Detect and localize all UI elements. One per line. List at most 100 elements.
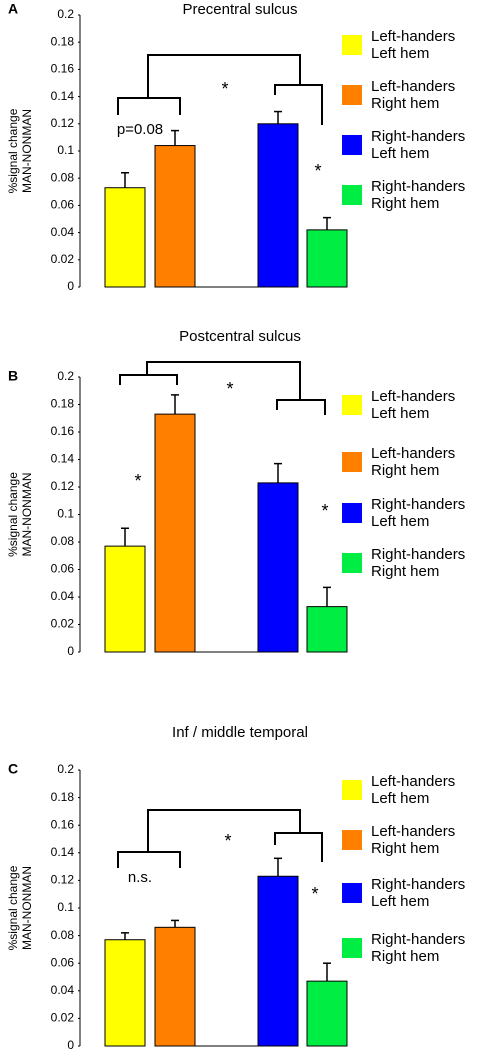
legend-swatch [342, 452, 362, 472]
bar [154, 145, 196, 288]
legend-label: Right-handers Right hem [371, 178, 466, 212]
legend-swatch [342, 85, 362, 105]
y-tick-label: 0.1 [57, 143, 74, 157]
y-tick-label: 0 [67, 279, 74, 293]
y-tick-label: 0.2 [57, 762, 74, 776]
bar [257, 123, 299, 288]
panel-label: C [8, 761, 18, 777]
bracket [274, 84, 323, 125]
bar [104, 545, 146, 653]
legend-label: Right-handers Left hem [371, 496, 466, 530]
legend-label: Left-handers Left hem [371, 388, 456, 422]
legend-swatch [342, 503, 362, 523]
legend-swatch [342, 830, 362, 850]
y-axis-label: MAN-NONMAN [20, 109, 34, 193]
y-axis-label: MAN-NONMAN [20, 473, 34, 557]
annotation: * [311, 884, 318, 904]
y-tick-label: 0.08 [51, 534, 75, 548]
bracket [146, 361, 301, 400]
legend-swatch [342, 553, 362, 573]
legend-label: Right-handers Right hem [371, 931, 466, 965]
bracket [117, 97, 181, 115]
legend-swatch [342, 780, 362, 800]
legend-label: Left-handers Left hem [371, 28, 456, 62]
bar [306, 229, 348, 288]
annotation: n.s. [128, 869, 152, 886]
y-tick-label: 0.14 [51, 845, 75, 859]
bracket [147, 809, 301, 852]
y-tick-label: 0.12 [51, 479, 75, 493]
bracket [276, 399, 326, 415]
y-tick-label: 0.2 [57, 7, 74, 21]
y-tick-label: 0.14 [51, 89, 75, 103]
y-tick-label: 0.04 [51, 983, 75, 997]
y-tick-label: 0.16 [51, 424, 75, 438]
y-axis-label: MAN-NONMAN [20, 866, 34, 950]
legend-label: Right-handers Right hem [371, 546, 466, 580]
y-axis-label: %signal change [6, 865, 20, 950]
y-tick-label: 0.16 [51, 817, 75, 831]
y-tick-label: 0.12 [51, 873, 75, 887]
y-axis-label: %signal change [6, 108, 20, 193]
bracket [117, 851, 181, 868]
legend-label: Left-handers Left hem [371, 773, 456, 807]
legend-swatch [342, 883, 362, 903]
legend-swatch [342, 185, 362, 205]
panel-label: B [8, 368, 18, 384]
bar [306, 606, 348, 653]
y-tick-label: 0.02 [51, 1011, 75, 1025]
annotation: p=0.08 [117, 121, 163, 138]
legend-label: Right-handers Left hem [371, 128, 466, 162]
y-axis-label: %signal change [6, 472, 20, 557]
y-tick-label: 0.14 [51, 452, 75, 466]
bar [257, 875, 299, 1047]
bar [257, 482, 299, 653]
y-tick-label: 0.02 [51, 617, 75, 631]
y-tick-label: 0.04 [51, 589, 75, 603]
y-tick-label: 0.18 [51, 790, 75, 804]
y-tick-label: 0.06 [51, 562, 75, 576]
chart-title: Postcentral sulcus [179, 328, 301, 345]
y-tick-label: 0.04 [51, 225, 75, 239]
y-tick-label: 0.2 [57, 369, 74, 383]
y-tick-label: 0.02 [51, 252, 75, 266]
annotation: * [221, 79, 228, 99]
bracket [147, 54, 301, 98]
bar [104, 187, 146, 288]
legend-label: Left-handers Right hem [371, 823, 456, 857]
legend-swatch [342, 135, 362, 155]
y-tick-label: 0.18 [51, 397, 75, 411]
y-tick-label: 0.12 [51, 116, 75, 130]
panel-label: A [8, 1, 18, 17]
y-tick-label: 0.08 [51, 170, 75, 184]
annotation: * [321, 501, 328, 521]
bar [104, 939, 146, 1047]
bracket [119, 374, 178, 385]
y-tick-label: 0 [67, 1038, 74, 1052]
y-tick-label: 0.18 [51, 34, 75, 48]
bracket [274, 832, 323, 862]
annotation: * [224, 831, 231, 851]
annotation: * [226, 379, 233, 399]
chart-title: Precentral sulcus [182, 1, 297, 18]
legend-label: Left-handers Right hem [371, 78, 456, 112]
legend-swatch [342, 938, 362, 958]
bar [154, 413, 196, 653]
legend-swatch [342, 35, 362, 55]
annotation: * [314, 161, 321, 181]
y-tick-label: 0.16 [51, 62, 75, 76]
bar [154, 926, 196, 1047]
legend-swatch [342, 395, 362, 415]
legend-label: Right-handers Left hem [371, 876, 466, 910]
y-tick-label: 0.1 [57, 507, 74, 521]
legend-label: Left-handers Right hem [371, 445, 456, 479]
y-tick-label: 0 [67, 644, 74, 658]
bar [306, 980, 348, 1047]
y-tick-label: 0.1 [57, 900, 74, 914]
y-tick-label: 0.06 [51, 955, 75, 969]
annotation: * [134, 471, 141, 491]
y-tick-label: 0.06 [51, 198, 75, 212]
chart-title: Inf / middle temporal [172, 724, 308, 741]
